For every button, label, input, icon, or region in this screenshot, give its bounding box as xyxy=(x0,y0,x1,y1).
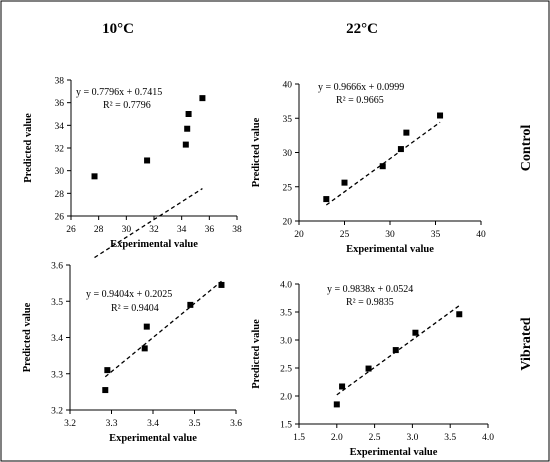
x-tick-label: 2.5 xyxy=(369,433,381,443)
y-tick-label: 1.5 xyxy=(280,421,292,431)
x-tick-label: 2.0 xyxy=(331,433,343,443)
y-tick-label: 34 xyxy=(55,122,65,132)
data-point xyxy=(141,345,148,352)
x-axis-title: Experimental value xyxy=(110,239,198,250)
y-axis-title: Predicted value xyxy=(251,319,262,389)
data-point xyxy=(187,301,194,308)
data-point xyxy=(456,311,463,318)
x-tick-label: 3.2 xyxy=(64,419,76,429)
data-point xyxy=(339,383,346,390)
y-tick-label: 2.5 xyxy=(280,365,292,375)
data-point xyxy=(397,146,404,153)
column-header-22c: 22°C xyxy=(346,21,378,37)
y-tick-label: 32 xyxy=(55,145,65,155)
data-point xyxy=(104,367,111,374)
x-tick-label: 35 xyxy=(431,230,441,240)
y-tick-label: 2.0 xyxy=(280,393,292,403)
data-point xyxy=(184,125,191,132)
row-header-control: Control xyxy=(519,125,534,172)
y-axis-title: Predicted value xyxy=(23,113,34,183)
y-tick-label: 3.4 xyxy=(51,334,63,344)
data-point xyxy=(218,281,225,288)
y-tick-label: 20 xyxy=(283,218,293,228)
y-tick-label: 25 xyxy=(283,183,293,193)
y-tick-label: 3.3 xyxy=(51,370,63,380)
data-point xyxy=(341,179,348,186)
x-tick-label: 3.4 xyxy=(147,419,159,429)
x-axis-title: Experimental value xyxy=(109,433,197,444)
data-point xyxy=(392,347,399,354)
x-tick-label: 28 xyxy=(94,225,104,235)
x-tick-label: 36 xyxy=(205,225,215,235)
r-squared-label: R² = 0.9404 xyxy=(111,303,159,314)
y-tick-label: 30 xyxy=(283,149,293,159)
trend-line xyxy=(336,305,460,396)
scatter-panel-3: 3.2 3.3 3.4 3.5 3.6 3.2 3.3 3.4 3.5 3.6 Experiment… xyxy=(22,262,242,445)
data-point xyxy=(102,387,109,394)
data-point xyxy=(379,163,386,170)
y-tick-label: 35 xyxy=(283,115,293,125)
y-tick-label: 40 xyxy=(283,81,293,91)
y-axis-title: Predicted value xyxy=(251,117,262,187)
y-tick-label: 3.6 xyxy=(51,262,63,272)
x-tick-label: 25 xyxy=(340,230,350,240)
y-tick-label: 26 xyxy=(55,213,65,223)
x-tick-label: 3.3 xyxy=(106,419,118,429)
regression-equation: y = 0.7796x + 0.7415 xyxy=(76,87,162,98)
regression-equation: y = 0.9404x + 0.2025 xyxy=(86,289,172,300)
x-axis-title: Experimental value xyxy=(350,447,438,458)
data-point xyxy=(185,111,192,117)
y-axis-title: Predicted value xyxy=(22,302,33,372)
x-tick-label: 34 xyxy=(177,225,187,235)
r-squared-label: R² = 0.7796 xyxy=(103,100,151,111)
y-tick-label: 4.0 xyxy=(280,281,292,291)
regression-equation: y = 0.9666x + 0.0999 xyxy=(318,82,404,93)
data-point xyxy=(182,141,189,148)
data-point xyxy=(333,401,340,408)
y-tick-label: 3.5 xyxy=(280,309,292,319)
x-tick-label: 3.6 xyxy=(230,419,242,429)
scatter-panel-2: 20 25 30 35 40 20 25 30 35 40 Experimental value Pr… xyxy=(251,81,486,256)
data-point xyxy=(403,129,410,136)
x-tick-label: 30 xyxy=(385,230,395,240)
trend-line xyxy=(94,188,203,259)
data-point xyxy=(144,157,151,164)
y-tick-label: 30 xyxy=(55,167,65,177)
scatter-panel-4: 1.5 2.0 2.5 3.0 3.5 4.0 1.5 2.0 2.5 3.0 3.5 4.0 Expe… xyxy=(251,281,494,459)
x-tick-label: 38 xyxy=(232,225,242,235)
y-tick-label: 36 xyxy=(55,99,65,109)
data-point xyxy=(199,95,206,102)
y-tick-label: 3.5 xyxy=(51,298,63,308)
x-tick-label: 3.0 xyxy=(406,433,418,443)
x-axis-title: Experimental value xyxy=(346,244,434,255)
x-tick-label: 4.0 xyxy=(482,433,494,443)
data-point xyxy=(412,329,419,336)
r-squared-label: R² = 0.9835 xyxy=(346,297,394,308)
data-point xyxy=(437,112,444,119)
data-point xyxy=(323,196,330,203)
x-tick-label: 3.5 xyxy=(444,433,456,443)
y-tick-label: 38 xyxy=(55,77,65,87)
column-header-10c: 10°C xyxy=(102,21,134,37)
x-tick-label: 40 xyxy=(476,230,486,240)
x-tick-label: 30 xyxy=(122,225,132,235)
x-tick-label: 26 xyxy=(66,225,76,235)
y-tick-label: 28 xyxy=(55,190,65,200)
row-header-vibrated: Vibrated xyxy=(519,317,534,370)
x-tick-label: 3.5 xyxy=(189,419,201,429)
data-point xyxy=(91,173,98,180)
x-tick-label: 20 xyxy=(294,230,304,240)
y-tick-label: 3.2 xyxy=(51,407,63,417)
regression-equation: y = 0.9838x + 0.0524 xyxy=(327,284,413,295)
data-point xyxy=(365,365,372,372)
data-point xyxy=(143,323,150,330)
y-tick-label: 3.0 xyxy=(280,337,292,347)
r-squared-label: R² = 0.9665 xyxy=(336,95,384,106)
x-tick-label: 1.5 xyxy=(293,433,305,443)
x-tick-label: 32 xyxy=(149,225,159,235)
scatter-panel-1: 26 28 30 32 34 36 38 26 28 30 32 34 36 38 Experimental… xyxy=(23,77,242,259)
